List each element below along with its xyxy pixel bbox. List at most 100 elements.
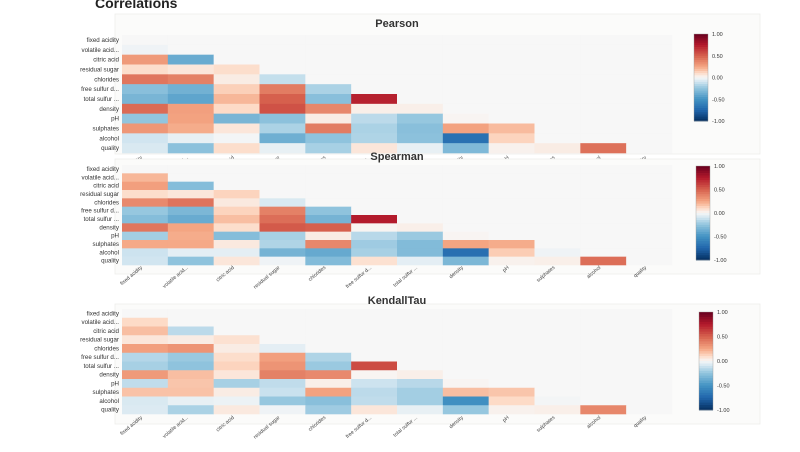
heatmap-cell <box>534 165 581 174</box>
heatmap-cell <box>488 326 535 336</box>
heatmap-cell <box>580 173 627 182</box>
y-tick-label: sulphates <box>93 389 120 396</box>
y-tick-label: residual sugar <box>80 67 119 74</box>
heatmap-cell <box>580 379 627 389</box>
heatmap-cell <box>122 379 169 389</box>
heatmap-cell <box>534 344 581 354</box>
heatmap-cell <box>259 223 306 232</box>
heatmap-cell <box>580 387 627 397</box>
heatmap-cell <box>213 248 260 257</box>
heatmap-cell <box>488 190 535 199</box>
heatmap-cell <box>534 361 581 371</box>
colorbar-segment <box>696 215 710 219</box>
colorbar-segment <box>696 213 710 216</box>
heatmap-cell <box>305 405 352 415</box>
heatmap-cell <box>351 344 398 354</box>
heatmap-cell <box>259 248 306 257</box>
heatmap-cell <box>213 143 260 154</box>
heatmap-cell <box>351 396 398 406</box>
colorbar-segment <box>696 255 710 259</box>
y-tick-label: chlorides <box>94 199 119 206</box>
heatmap-cell <box>167 240 214 249</box>
heatmap-cell <box>305 396 352 406</box>
heatmap-cell <box>167 173 214 182</box>
heatmap-cell <box>626 344 673 354</box>
colorbar-segment <box>699 351 713 355</box>
heatmap-cell <box>122 352 169 362</box>
heatmap-cell <box>305 165 352 174</box>
heatmap-cell <box>259 379 306 389</box>
y-tick-label: chlorides <box>94 76 119 83</box>
heatmap-cell <box>213 64 260 75</box>
heatmap-cell <box>167 335 214 345</box>
heatmap-cell <box>305 133 352 144</box>
colorbar-tick-label: 0.50 <box>712 54 723 60</box>
heatmap-cell <box>442 335 489 345</box>
heatmap-cell <box>534 352 581 362</box>
heatmap-cell <box>259 198 306 207</box>
colorbar-segment <box>694 101 708 104</box>
y-tick-label: sulphates <box>93 241 120 248</box>
heatmap-cell <box>167 206 214 216</box>
heatmap-cell <box>213 352 260 362</box>
heatmap-cell <box>626 240 673 249</box>
heatmap-cell <box>351 361 398 371</box>
heatmap-cell <box>351 206 398 216</box>
colorbar-segment <box>699 373 713 377</box>
colorbar-segment <box>696 191 710 195</box>
heatmap-cell <box>534 379 581 389</box>
heatmap-cell <box>305 256 352 266</box>
heatmap-cell <box>122 133 169 144</box>
heatmap-cell <box>626 317 673 327</box>
colorbar-segment <box>696 182 710 186</box>
heatmap-cell <box>580 361 627 371</box>
heatmap-cell <box>580 309 627 319</box>
heatmap-cell <box>397 335 444 345</box>
colorbar-segment <box>699 385 713 389</box>
y-tick-label: fixed acidity <box>87 166 120 173</box>
heatmap-cell <box>213 181 260 191</box>
y-tick-label: pH <box>111 233 119 240</box>
colorbar-segment <box>696 222 710 226</box>
heatmap-cell <box>442 370 489 380</box>
heatmap-cell <box>351 165 398 174</box>
heatmap-cell <box>213 317 260 327</box>
heatmap-cell <box>397 215 444 224</box>
heatmap-cell <box>626 54 673 65</box>
heatmap-cell <box>442 256 489 266</box>
heatmap-cell <box>351 64 398 75</box>
heatmap-cell <box>167 35 214 46</box>
heatmap-cell <box>122 387 169 397</box>
heatmap-cell <box>167 231 214 241</box>
heatmap-cell <box>351 123 398 134</box>
heatmap-cell <box>534 206 581 216</box>
heatmap-cell <box>488 143 535 154</box>
heatmap-cell <box>305 379 352 389</box>
heatmap-cell <box>397 44 444 55</box>
heatmap-cell <box>488 198 535 207</box>
heatmap-cell <box>305 84 352 95</box>
heatmap-cell <box>442 344 489 354</box>
heatmap-cell <box>213 215 260 224</box>
heatmap-cell <box>351 84 398 95</box>
heatmap-cell <box>534 256 581 266</box>
colorbar-segment <box>696 187 710 190</box>
heatmap-cell <box>167 379 214 389</box>
heatmap-cell <box>213 123 260 134</box>
heatmap-cell <box>534 35 581 46</box>
heatmap-cell <box>488 317 535 327</box>
heatmap-cell <box>259 165 306 174</box>
colorbar-segment <box>699 358 713 362</box>
heatmap-cell <box>351 317 398 327</box>
heatmap-cell <box>442 215 489 224</box>
heatmap-cell <box>213 309 260 319</box>
heatmap-cell <box>259 405 306 415</box>
heatmap-cell <box>122 256 169 266</box>
heatmap-cell <box>397 54 444 65</box>
colorbar-segment <box>694 62 708 65</box>
heatmap-cell <box>488 74 535 85</box>
heatmap-cell <box>488 256 535 266</box>
colorbar-segment <box>694 40 708 44</box>
heatmap-cell <box>580 248 627 257</box>
